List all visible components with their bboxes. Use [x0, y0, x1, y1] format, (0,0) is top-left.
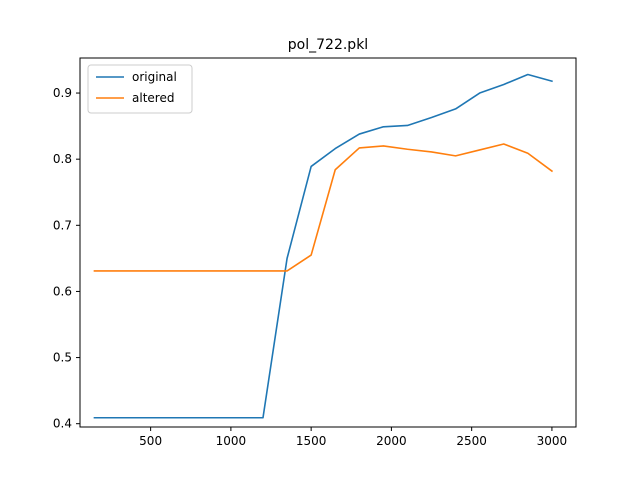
- chart-title: pol_722.pkl: [288, 37, 368, 53]
- x-tick-label: 3000: [537, 434, 568, 448]
- x-tick-label: 1000: [216, 434, 247, 448]
- x-axis: 500 1000 1500 2000 2500 3000: [139, 427, 567, 448]
- series-line-original: [93, 73, 553, 419]
- x-tick-label: 1500: [296, 434, 327, 448]
- series-layer: [93, 73, 554, 419]
- y-tick-label: 0.4: [53, 417, 72, 431]
- series-line-altered: [93, 143, 554, 272]
- y-tick-label: 0.6: [53, 284, 72, 298]
- x-tick-label: 2500: [456, 434, 487, 448]
- legend-label-altered: altered: [132, 91, 174, 105]
- x-tick-label: 2000: [376, 434, 407, 448]
- y-tick-label: 0.8: [53, 152, 72, 166]
- y-tick-label: 0.7: [53, 218, 72, 232]
- x-tick-label: 500: [139, 434, 162, 448]
- legend-label-original: original: [132, 70, 177, 84]
- y-tick-label: 0.9: [53, 86, 72, 100]
- plot-frame: [79, 57, 577, 428]
- y-tick-label: 0.5: [53, 351, 72, 365]
- y-axis: 0.4 0.5 0.6 0.7 0.8 0.9: [53, 86, 80, 431]
- legend: original altered: [87, 64, 193, 114]
